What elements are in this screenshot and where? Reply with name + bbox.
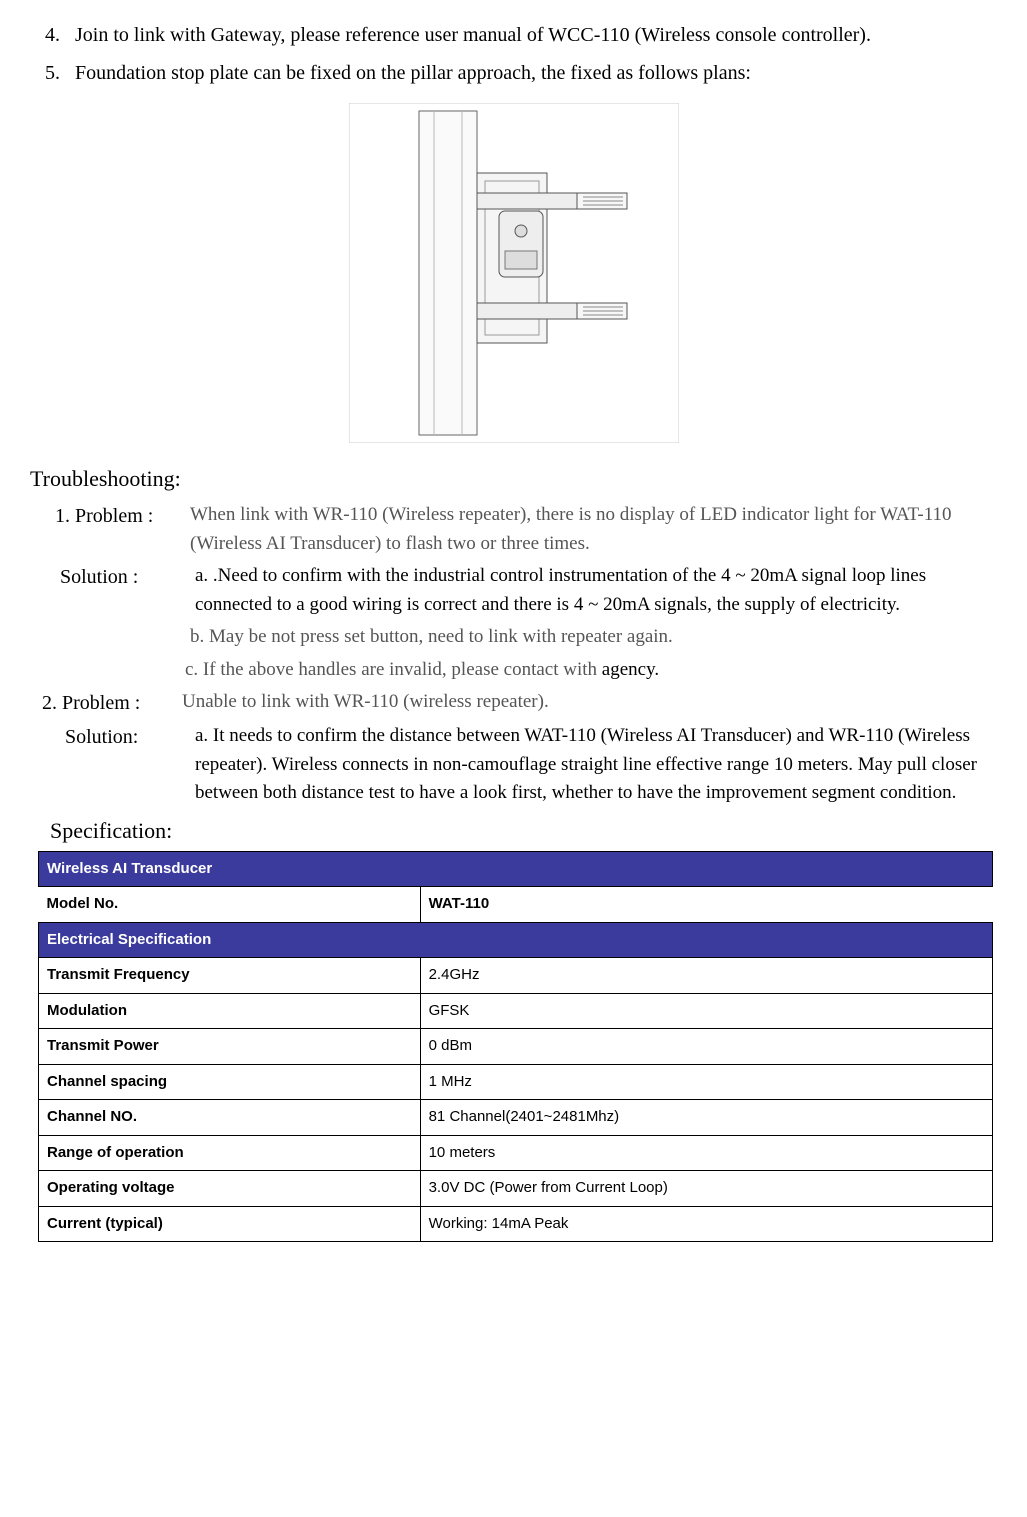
solution-1a-text: a. .Need to confirm with the industrial … [195, 562, 997, 619]
table-row: Channel spacing 1 MHz [39, 1064, 993, 1100]
problem-2: 2. Problem : Unable to link with WR-110 … [30, 688, 997, 718]
spec-model-label: Model No. [39, 887, 421, 923]
spec-row-value: Working: 14mA Peak [420, 1206, 992, 1242]
list-text: Join to link with Gateway, please refere… [75, 20, 997, 50]
problem-2-label: 2. Problem : [30, 688, 182, 718]
spec-row-value: 3.0V DC (Power from Current Loop) [420, 1171, 992, 1207]
spec-row-value: 1 MHz [420, 1064, 992, 1100]
spec-row-label: Transmit Power [39, 1029, 421, 1065]
spec-row-label: Range of operation [39, 1135, 421, 1171]
spec-row-value: 10 meters [420, 1135, 992, 1171]
spec-row-label: Transmit Frequency [39, 958, 421, 994]
spec-table: Wireless AI Transducer Model No. WAT-110… [38, 851, 993, 1243]
table-row: Operating voltage 3.0V DC (Power from Cu… [39, 1171, 993, 1207]
spec-title: Wireless AI Transducer [39, 851, 993, 887]
spec-row-value: GFSK [420, 993, 992, 1029]
solution-1: Solution : a. .Need to confirm with the … [30, 562, 997, 619]
solution-1-label: Solution : [30, 562, 195, 619]
spec-model-row: Model No. WAT-110 [39, 887, 993, 923]
problem-2-text: Unable to link with WR-110 (wireless rep… [182, 688, 997, 718]
spec-section-elec: Electrical Specification [39, 922, 993, 958]
mounting-figure [30, 103, 997, 452]
list-number: 4. [30, 20, 75, 50]
spec-row-label: Channel spacing [39, 1064, 421, 1100]
problem-1: 1. Problem : When link with WR-110 (Wire… [30, 501, 997, 558]
list-item-4: 4. Join to link with Gateway, please ref… [30, 20, 997, 50]
spec-row-label: Current (typical) [39, 1206, 421, 1242]
spec-model-value: WAT-110 [420, 887, 992, 923]
specification-heading: Specification: [50, 814, 997, 847]
list-text: Foundation stop plate can be fixed on th… [75, 58, 997, 88]
table-row: Transmit Frequency 2.4GHz [39, 958, 993, 994]
spec-row-label: Operating voltage [39, 1171, 421, 1207]
problem-1-label: 1. Problem : [30, 501, 190, 558]
spec-row-value: 81 Channel(2401~2481Mhz) [420, 1100, 992, 1136]
list-number: 5. [30, 58, 75, 88]
troubleshooting-heading: Troubleshooting: [30, 462, 997, 495]
table-row: Range of operation 10 meters [39, 1135, 993, 1171]
list-item-5: 5. Foundation stop plate can be fixed on… [30, 58, 997, 88]
spec-row-label: Modulation [39, 993, 421, 1029]
table-row: Channel NO. 81 Channel(2401~2481Mhz) [39, 1100, 993, 1136]
solution-2-label: Solution: [30, 722, 195, 808]
spec-row-value: 0 dBm [420, 1029, 992, 1065]
spec-title-row: Wireless AI Transducer [39, 851, 993, 887]
solution-1c-text: c. If the above handles are invalid, ple… [30, 656, 997, 685]
table-row: Current (typical) Working: 14mA Peak [39, 1206, 993, 1242]
problem-1-text: When link with WR-110 (Wireless repeater… [190, 501, 997, 558]
solution-2: Solution: a. It needs to confirm the dis… [30, 722, 997, 808]
solution-1b-text: b. May be not press set button, need to … [30, 623, 997, 652]
spec-row-label: Channel NO. [39, 1100, 421, 1136]
table-row: Modulation GFSK [39, 993, 993, 1029]
spec-section-row: Electrical Specification [39, 922, 993, 958]
solution-2a-text: a. It needs to confirm the distance betw… [195, 722, 997, 808]
spec-row-value: 2.4GHz [420, 958, 992, 994]
table-row: Transmit Power 0 dBm [39, 1029, 993, 1065]
